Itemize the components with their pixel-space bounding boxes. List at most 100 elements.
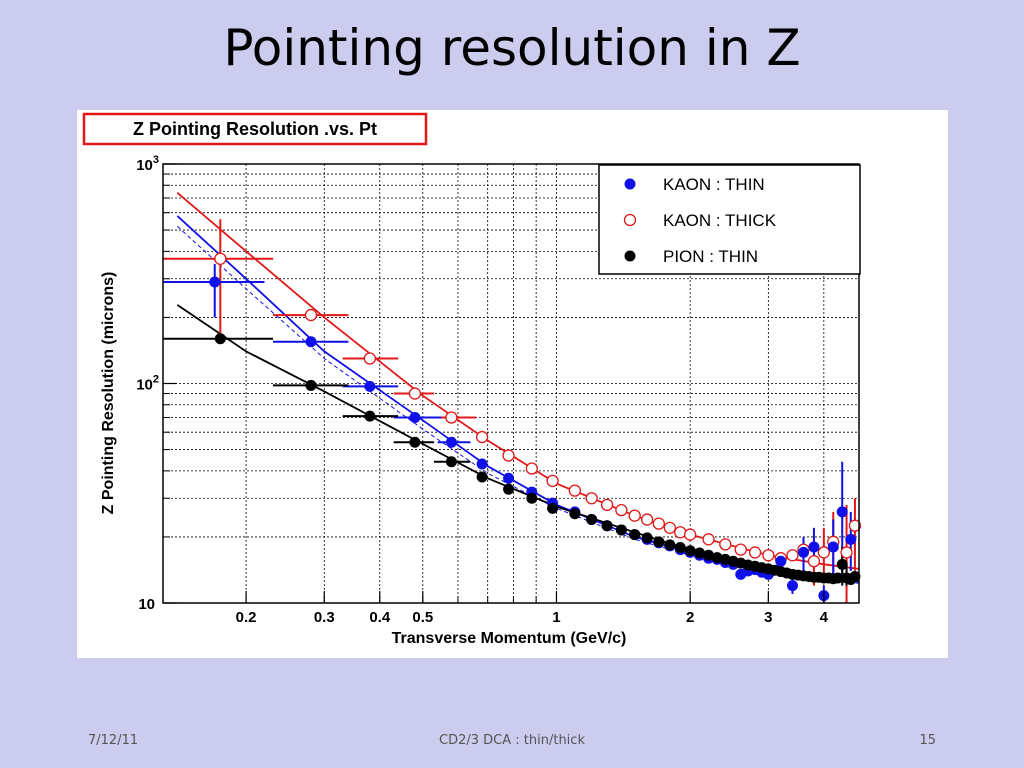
data-point bbox=[684, 528, 697, 541]
y-tick-label: 103 bbox=[136, 154, 159, 174]
data-point bbox=[808, 541, 820, 553]
data-point bbox=[762, 549, 775, 562]
data-point bbox=[694, 547, 706, 559]
data-point bbox=[214, 252, 227, 265]
data-point bbox=[503, 472, 515, 484]
data-point bbox=[547, 502, 559, 514]
data-point bbox=[719, 538, 732, 551]
legend-label: KAON : THICK bbox=[663, 211, 777, 230]
data-point bbox=[849, 571, 861, 583]
data-point bbox=[711, 552, 723, 564]
data-point bbox=[601, 520, 613, 532]
data-point bbox=[568, 484, 582, 497]
data-point bbox=[832, 572, 844, 584]
data-point bbox=[640, 513, 654, 526]
title-box bbox=[82, 112, 428, 146]
legend-marker bbox=[623, 213, 637, 227]
data-point bbox=[748, 546, 762, 559]
data-point bbox=[840, 546, 853, 559]
data-point bbox=[503, 483, 515, 495]
x-tick-label: 3 bbox=[764, 609, 772, 626]
data-point bbox=[674, 526, 687, 539]
page-number: 15 bbox=[919, 733, 936, 748]
data-point bbox=[817, 546, 830, 559]
x-tick-label: 0.4 bbox=[369, 609, 391, 626]
legend-marker bbox=[624, 250, 636, 262]
chart-svg: Z Pointing Resolution .vs. Pt 0.2 0.3 0.4 0… bbox=[82, 112, 862, 647]
data-point bbox=[827, 541, 839, 553]
data-point bbox=[734, 543, 747, 556]
data-point bbox=[807, 555, 821, 568]
x-tick-label: 0.2 bbox=[236, 609, 257, 626]
slide-title: Pointing resolution in Z bbox=[223, 19, 801, 77]
data-point bbox=[526, 492, 538, 504]
data-point bbox=[674, 541, 686, 553]
data-point bbox=[364, 380, 376, 392]
fit-curve bbox=[176, 304, 860, 582]
legend-label: KAON : THIN bbox=[663, 175, 765, 194]
x-tick-label: 4 bbox=[820, 609, 829, 626]
data-point bbox=[409, 412, 421, 424]
data-point bbox=[214, 333, 226, 345]
x-axis-label: Transverse Momentum (GeV/c) bbox=[392, 630, 627, 647]
data-point bbox=[305, 336, 317, 348]
data-point bbox=[586, 514, 598, 526]
data-point bbox=[653, 536, 665, 548]
data-point bbox=[600, 498, 614, 511]
data-points bbox=[209, 252, 862, 602]
data-point bbox=[615, 503, 628, 517]
y-axis-label: Z Pointing Resolution (microns) bbox=[100, 272, 117, 515]
data-point bbox=[569, 508, 581, 520]
data-point bbox=[836, 506, 848, 518]
data-point bbox=[408, 387, 422, 400]
data-point bbox=[476, 458, 488, 470]
data-point bbox=[798, 546, 810, 558]
data-point bbox=[445, 456, 457, 468]
chart-title: Z Pointing Resolution .vs. Pt bbox=[133, 119, 377, 139]
data-point bbox=[304, 308, 318, 322]
data-point bbox=[409, 436, 421, 448]
data-point bbox=[703, 549, 715, 561]
chart-figure: Z Pointing Resolution .vs. Pt 0.2 0.3 0.4 0… bbox=[77, 110, 948, 658]
data-point bbox=[305, 379, 317, 391]
footer-date: 7/12/11 bbox=[88, 733, 139, 748]
data-point bbox=[664, 539, 676, 551]
error-bars bbox=[163, 219, 856, 603]
data-point bbox=[615, 524, 627, 536]
data-point bbox=[663, 521, 676, 534]
axes: 0.2 0.3 0.4 0.5 1 2 3 4 10 102 103 bbox=[136, 154, 860, 626]
data-point bbox=[775, 555, 787, 567]
legend-marker bbox=[624, 178, 636, 190]
data-point bbox=[546, 474, 559, 488]
x-tick-label: 0.3 bbox=[314, 609, 335, 626]
data-point bbox=[476, 471, 488, 483]
data-point bbox=[652, 517, 665, 530]
footer-center: CD2/3 DCA : thin/thick bbox=[439, 733, 585, 748]
data-point bbox=[629, 529, 641, 541]
data-point bbox=[585, 492, 598, 505]
data-point bbox=[641, 532, 653, 544]
data-point bbox=[786, 580, 798, 592]
x-tick-label: 0.5 bbox=[412, 609, 433, 626]
data-point bbox=[786, 549, 799, 562]
data-point bbox=[845, 533, 857, 545]
data-point bbox=[445, 411, 458, 424]
data-point bbox=[525, 462, 538, 475]
data-point bbox=[475, 430, 489, 444]
legend-box bbox=[598, 164, 861, 275]
x-tick-label: 1 bbox=[552, 609, 560, 626]
data-point bbox=[445, 436, 457, 448]
data-point bbox=[836, 558, 848, 570]
legend-label: PION : THIN bbox=[663, 247, 758, 266]
data-point bbox=[702, 533, 715, 546]
legend: KAON : THIN KAON : THICK PION : THIN bbox=[598, 164, 861, 275]
y-tick-label: 10 bbox=[138, 596, 155, 613]
data-point bbox=[209, 276, 221, 288]
data-point bbox=[363, 352, 377, 365]
x-tick-label: 2 bbox=[686, 609, 694, 626]
data-point bbox=[364, 410, 376, 422]
y-tick-label: 102 bbox=[136, 374, 159, 394]
data-point bbox=[628, 509, 641, 522]
data-point bbox=[684, 545, 696, 557]
data-point bbox=[848, 519, 862, 532]
